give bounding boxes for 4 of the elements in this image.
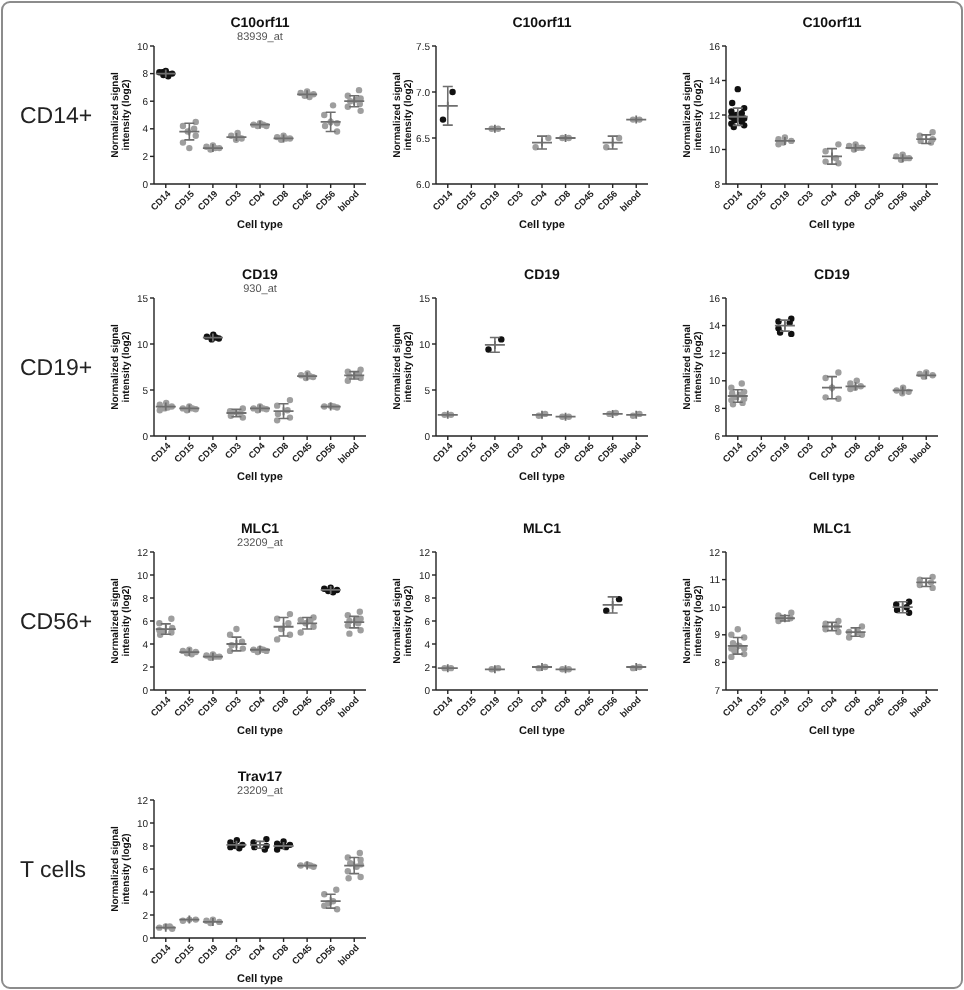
text: CD56+: [20, 611, 93, 635]
text: CD19+: [20, 357, 93, 381]
text: CD14+: [20, 105, 93, 129]
text: T cells: [20, 859, 87, 883]
